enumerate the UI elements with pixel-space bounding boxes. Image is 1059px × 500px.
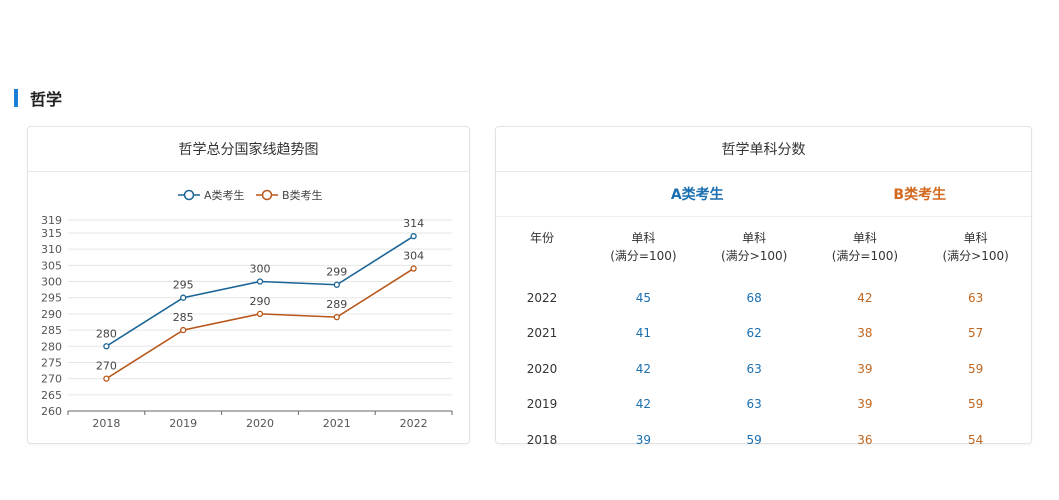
data-point — [256, 278, 264, 285]
score-cell: 38 — [857, 326, 873, 341]
data-point — [256, 310, 264, 318]
data-label: 280 — [96, 327, 117, 340]
y-tick-label: 285 — [41, 324, 62, 337]
score-cell: 42 — [635, 397, 652, 412]
data-point — [103, 375, 110, 382]
score-cell: 45 — [635, 290, 652, 305]
y-tick-label: 265 — [41, 389, 62, 402]
data-point — [333, 281, 340, 288]
x-tick-label: 2019 — [169, 417, 197, 430]
score-cell: 63 — [746, 361, 762, 376]
section-title: 哲学 — [14, 88, 63, 109]
y-tick-label: 305 — [41, 259, 62, 272]
column-header: 单科 (满分=100) — [610, 231, 677, 263]
data-point — [410, 233, 417, 240]
x-tick-label: 2018 — [92, 417, 120, 430]
score-cell: 63 — [746, 397, 762, 412]
data-point — [103, 343, 110, 350]
x-tick-label: 2021 — [323, 417, 351, 430]
table-row: 2018 39 59 36 54 — [496, 422, 1031, 458]
year-cell: 2019 — [526, 397, 558, 412]
group-a-label: A类考生 — [670, 187, 724, 203]
column-header: 单科 (满分>100) — [720, 231, 788, 263]
score-cell: 62 — [746, 326, 762, 341]
y-tick-label: 310 — [41, 243, 62, 256]
year-cell: 2021 — [526, 326, 558, 341]
table-row: 2019 42 63 39 59 — [496, 387, 1031, 423]
score-cell: 59 — [746, 432, 762, 447]
score-cell: 42 — [635, 361, 652, 376]
trend-chart-card: 哲学总分国家线趋势图 260 265 270 275 280 285 290 295 300 30… — [27, 126, 470, 444]
score-table: 年份 单科 (满分=100) 单科 (满分>100) 单科 (满分=100) 单科 (满… — [496, 217, 1031, 458]
y-tick-label: 315 — [41, 227, 62, 240]
data-label: 299 — [326, 266, 347, 279]
score-cell: 36 — [857, 432, 873, 447]
year-cell: 2022 — [526, 290, 558, 305]
score-cell: 63 — [967, 290, 984, 305]
data-label: 314 — [403, 217, 424, 230]
column-header: 单科 (满分=100) — [831, 231, 899, 263]
score-cell: 54 — [967, 432, 984, 447]
score-cell: 39 — [635, 432, 652, 447]
score-cell: 41 — [635, 326, 652, 341]
y-tick-label: 275 — [41, 356, 62, 369]
column-header: 年份 — [529, 231, 554, 245]
legend-label: B类考生 — [282, 188, 323, 202]
score-table-card: 哲学单科分数 A类考生 B类考生 年份 单科 (满分=100) 单科 (满分>100… — [495, 126, 1032, 447]
data-point — [410, 265, 417, 272]
x-tick-label: 2020 — [246, 417, 274, 430]
y-tick-label: 319 — [41, 214, 62, 227]
y-tick-label: 280 — [41, 340, 62, 353]
x-tick-label: 2022 — [400, 417, 428, 430]
y-tick-label: 290 — [41, 308, 62, 321]
data-point — [333, 313, 340, 321]
table-row: 2021 41 62 38 57 — [496, 316, 1031, 352]
score-cell: 42 — [857, 290, 873, 305]
score-cell: 68 — [746, 290, 762, 305]
y-tick-label: 295 — [41, 292, 62, 305]
data-label: 300 — [250, 263, 271, 276]
legend-marker — [261, 189, 273, 201]
group-b-label: B类考生 — [893, 187, 947, 203]
column-header: 单科 (满分>100) — [942, 231, 1009, 263]
chart-card-title: 哲学总分国家线趋势图 — [28, 127, 469, 172]
table-card-title: 哲学单科分数 — [496, 127, 1031, 172]
y-tick-label: 260 — [41, 405, 62, 418]
year-cell: 2018 — [526, 432, 558, 447]
section-title-text: 哲学 — [30, 90, 63, 109]
score-cell: 59 — [967, 397, 984, 412]
group-header-row: A类考生 B类考生 — [496, 172, 1031, 217]
data-label: 290 — [250, 295, 271, 308]
section-accent-bar — [14, 89, 18, 107]
score-cell: 39 — [857, 361, 873, 376]
score-cell: 59 — [967, 361, 984, 376]
data-point — [180, 326, 187, 334]
data-label: 304 — [403, 250, 424, 263]
y-tick-label: 300 — [41, 276, 62, 289]
data-label: 295 — [173, 279, 194, 292]
table-row: 2022 45 68 42 63 — [496, 280, 1031, 316]
year-cell: 2020 — [526, 361, 558, 376]
data-label: 270 — [96, 360, 117, 373]
data-point — [180, 294, 187, 301]
legend-marker — [183, 189, 195, 201]
data-label: 289 — [326, 298, 347, 311]
legend-label: A类考生 — [204, 188, 245, 202]
score-cell: 57 — [967, 326, 984, 341]
table-row: 2020 42 63 39 59 — [496, 351, 1031, 387]
data-label: 285 — [173, 311, 194, 324]
score-cell: 39 — [857, 397, 873, 412]
y-tick-label: 270 — [41, 373, 62, 386]
